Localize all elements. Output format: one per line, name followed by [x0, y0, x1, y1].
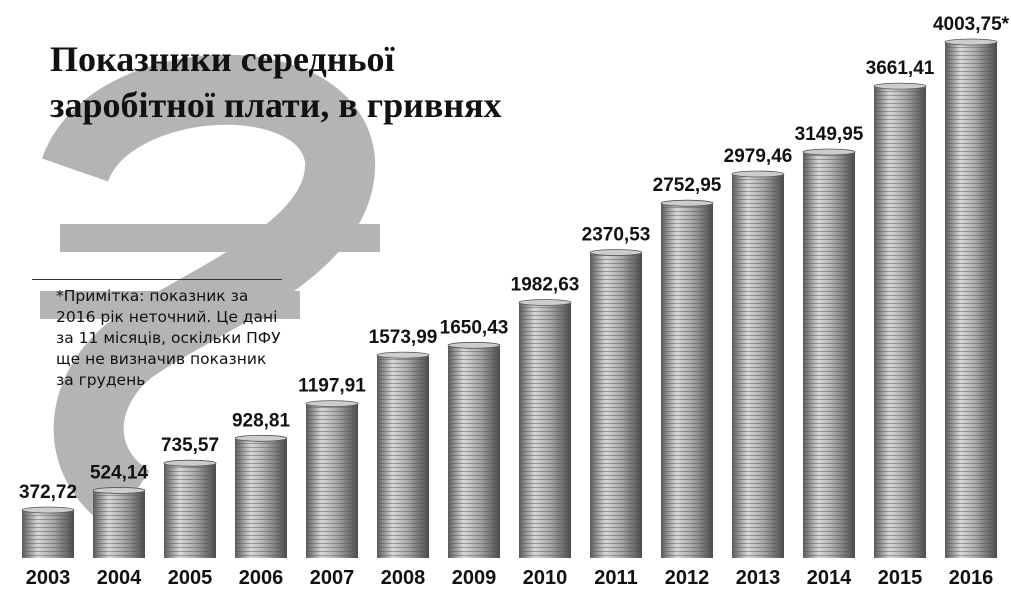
- x-tick-label: 2015: [878, 567, 923, 589]
- value-label: 735,57: [161, 435, 219, 456]
- coin-top: [660, 199, 714, 207]
- coin-top: [873, 82, 927, 90]
- coin-ridges: [448, 345, 500, 558]
- value-label: 524,14: [90, 462, 149, 483]
- value-label: 3661,41: [866, 58, 935, 79]
- coin-ridges: [235, 438, 287, 558]
- coin-ridges: [377, 355, 429, 558]
- x-tick-label: 2009: [452, 567, 497, 589]
- value-label: 928,81: [232, 410, 291, 431]
- coin-ridges: [93, 490, 145, 558]
- x-tick-label: 2004: [97, 567, 142, 589]
- chart-title: заробітної плати, в гривнях: [50, 85, 502, 125]
- x-tick-label: 2008: [381, 567, 426, 589]
- x-tick-label: 2005: [168, 567, 213, 589]
- x-tick-label: 2016: [949, 567, 994, 589]
- value-label: 2752,95: [653, 175, 722, 196]
- x-tick-label: 2007: [310, 567, 355, 589]
- value-label: 2370,53: [582, 224, 651, 245]
- value-label: 372,72: [19, 482, 77, 503]
- coin-top: [305, 400, 359, 408]
- coin-ridges: [306, 403, 358, 558]
- hryvnia-sign: [40, 54, 380, 530]
- coin-top: [92, 487, 146, 494]
- x-tick-label: 2014: [807, 567, 852, 589]
- x-tick-label: 2011: [594, 567, 637, 589]
- x-tick-label: 2013: [736, 567, 781, 589]
- x-tick-label: 2006: [239, 567, 284, 589]
- coin-top: [21, 506, 75, 514]
- note: *Примітка: показник за 2016 рік неточний…: [56, 287, 281, 389]
- x-tick-label: 2010: [523, 567, 568, 589]
- coin-ridges: [874, 86, 926, 559]
- coin-top: [589, 249, 643, 256]
- chart-title: Показники середньої: [50, 39, 395, 79]
- value-label: 1650,43: [440, 317, 509, 338]
- value-label: 2979,46: [724, 146, 793, 167]
- coin-ridges: [803, 152, 855, 558]
- coin-top: [802, 148, 856, 156]
- coin-top: [234, 434, 288, 442]
- coin-top: [163, 459, 217, 467]
- value-label: 1982,63: [511, 274, 580, 295]
- x-tick-label: 2012: [665, 567, 710, 589]
- coin-ridges: [22, 509, 74, 558]
- coin-ridges: [590, 252, 642, 559]
- coin-ridges: [519, 302, 571, 558]
- coin-ridges: [164, 463, 216, 558]
- coin-ridges: [732, 174, 784, 558]
- divider: [32, 279, 282, 280]
- x-tick-label: 2003: [26, 567, 71, 589]
- value-label: 1197,91: [298, 376, 366, 397]
- coin-top: [731, 170, 785, 178]
- coin-ridges: [661, 203, 713, 558]
- value-label: 3149,95: [795, 124, 864, 145]
- coin-top: [376, 351, 430, 359]
- coin-top: [447, 341, 501, 349]
- coin-ridges: [945, 42, 997, 558]
- coin-top: [518, 299, 572, 306]
- value-label: 1573,99: [369, 327, 438, 348]
- coin-top: [944, 38, 998, 46]
- value-label: 4003,75*: [933, 14, 1010, 35]
